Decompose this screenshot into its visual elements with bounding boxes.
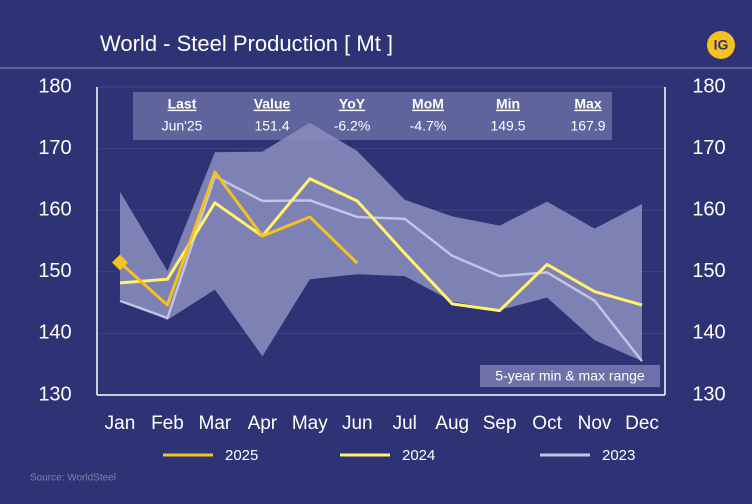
y2-tick-label: 130 bbox=[692, 383, 725, 405]
series-line bbox=[119, 175, 643, 362]
summary-header: MoM bbox=[412, 96, 444, 112]
x-tick-label: Jun bbox=[342, 413, 373, 434]
y-tick-label: 170 bbox=[38, 137, 71, 159]
chart-title: World - Steel Production [ Mt ] bbox=[100, 31, 393, 56]
summary-header: Min bbox=[496, 96, 520, 112]
range-band bbox=[120, 122, 642, 362]
series-line bbox=[119, 177, 643, 313]
summary-value: -4.7% bbox=[410, 118, 447, 134]
x-tick-label: Sep bbox=[483, 413, 517, 434]
y-tick-label: 140 bbox=[38, 322, 71, 344]
y2-tick-label: 160 bbox=[692, 198, 725, 220]
series-marker bbox=[112, 254, 128, 271]
summary-value: 167.9 bbox=[570, 118, 605, 134]
x-tick-label: Aug bbox=[435, 413, 469, 434]
y-tick-label: 150 bbox=[38, 260, 71, 282]
summary-header: Last bbox=[168, 96, 197, 112]
y2-tick-label: 140 bbox=[692, 322, 725, 344]
annotation-box bbox=[480, 365, 660, 387]
y2-tick-label: 150 bbox=[692, 260, 725, 282]
logo-badge bbox=[707, 31, 735, 59]
x-tick-label: Apr bbox=[248, 413, 278, 434]
summary-value: -6.2% bbox=[334, 118, 371, 134]
legend-label: 2024 bbox=[402, 447, 435, 464]
summary-value: 149.5 bbox=[490, 118, 525, 134]
logo: IG bbox=[714, 37, 729, 53]
y-tick-label: 130 bbox=[38, 383, 71, 405]
y-tick-label: 160 bbox=[38, 198, 71, 220]
y2-tick-label: 170 bbox=[692, 137, 725, 159]
x-tick-label: Jan bbox=[105, 413, 136, 434]
y-tick-label: 180 bbox=[38, 75, 71, 97]
summary-box bbox=[133, 92, 612, 140]
series-line bbox=[118, 170, 359, 307]
plot: 130 140 150 160 170 180 130 140 150 160 170 180 Jan F… bbox=[38, 75, 725, 464]
legend-label: 2023 bbox=[602, 447, 635, 464]
x-tick-label: Feb bbox=[151, 413, 184, 434]
annotation: 5-year min & max range bbox=[495, 368, 645, 384]
x-tick-label: Dec bbox=[625, 413, 659, 434]
x-tick-label: Oct bbox=[532, 413, 562, 434]
summary-header: Max bbox=[574, 96, 601, 112]
summary-header: Value bbox=[254, 96, 291, 112]
legend-label: 2025 bbox=[225, 447, 258, 464]
x-tick-label: Nov bbox=[578, 413, 612, 434]
x-tick-label: Jul bbox=[393, 413, 417, 434]
summary-header: YoY bbox=[339, 96, 366, 112]
summary-value: 151.4 bbox=[254, 118, 289, 134]
y2-tick-label: 180 bbox=[692, 75, 725, 97]
source: Source: WorldSteel bbox=[30, 473, 116, 484]
x-tick-label: Mar bbox=[199, 413, 232, 434]
summary-value: Jun'25 bbox=[162, 118, 203, 134]
x-tick-label: May bbox=[292, 413, 328, 434]
